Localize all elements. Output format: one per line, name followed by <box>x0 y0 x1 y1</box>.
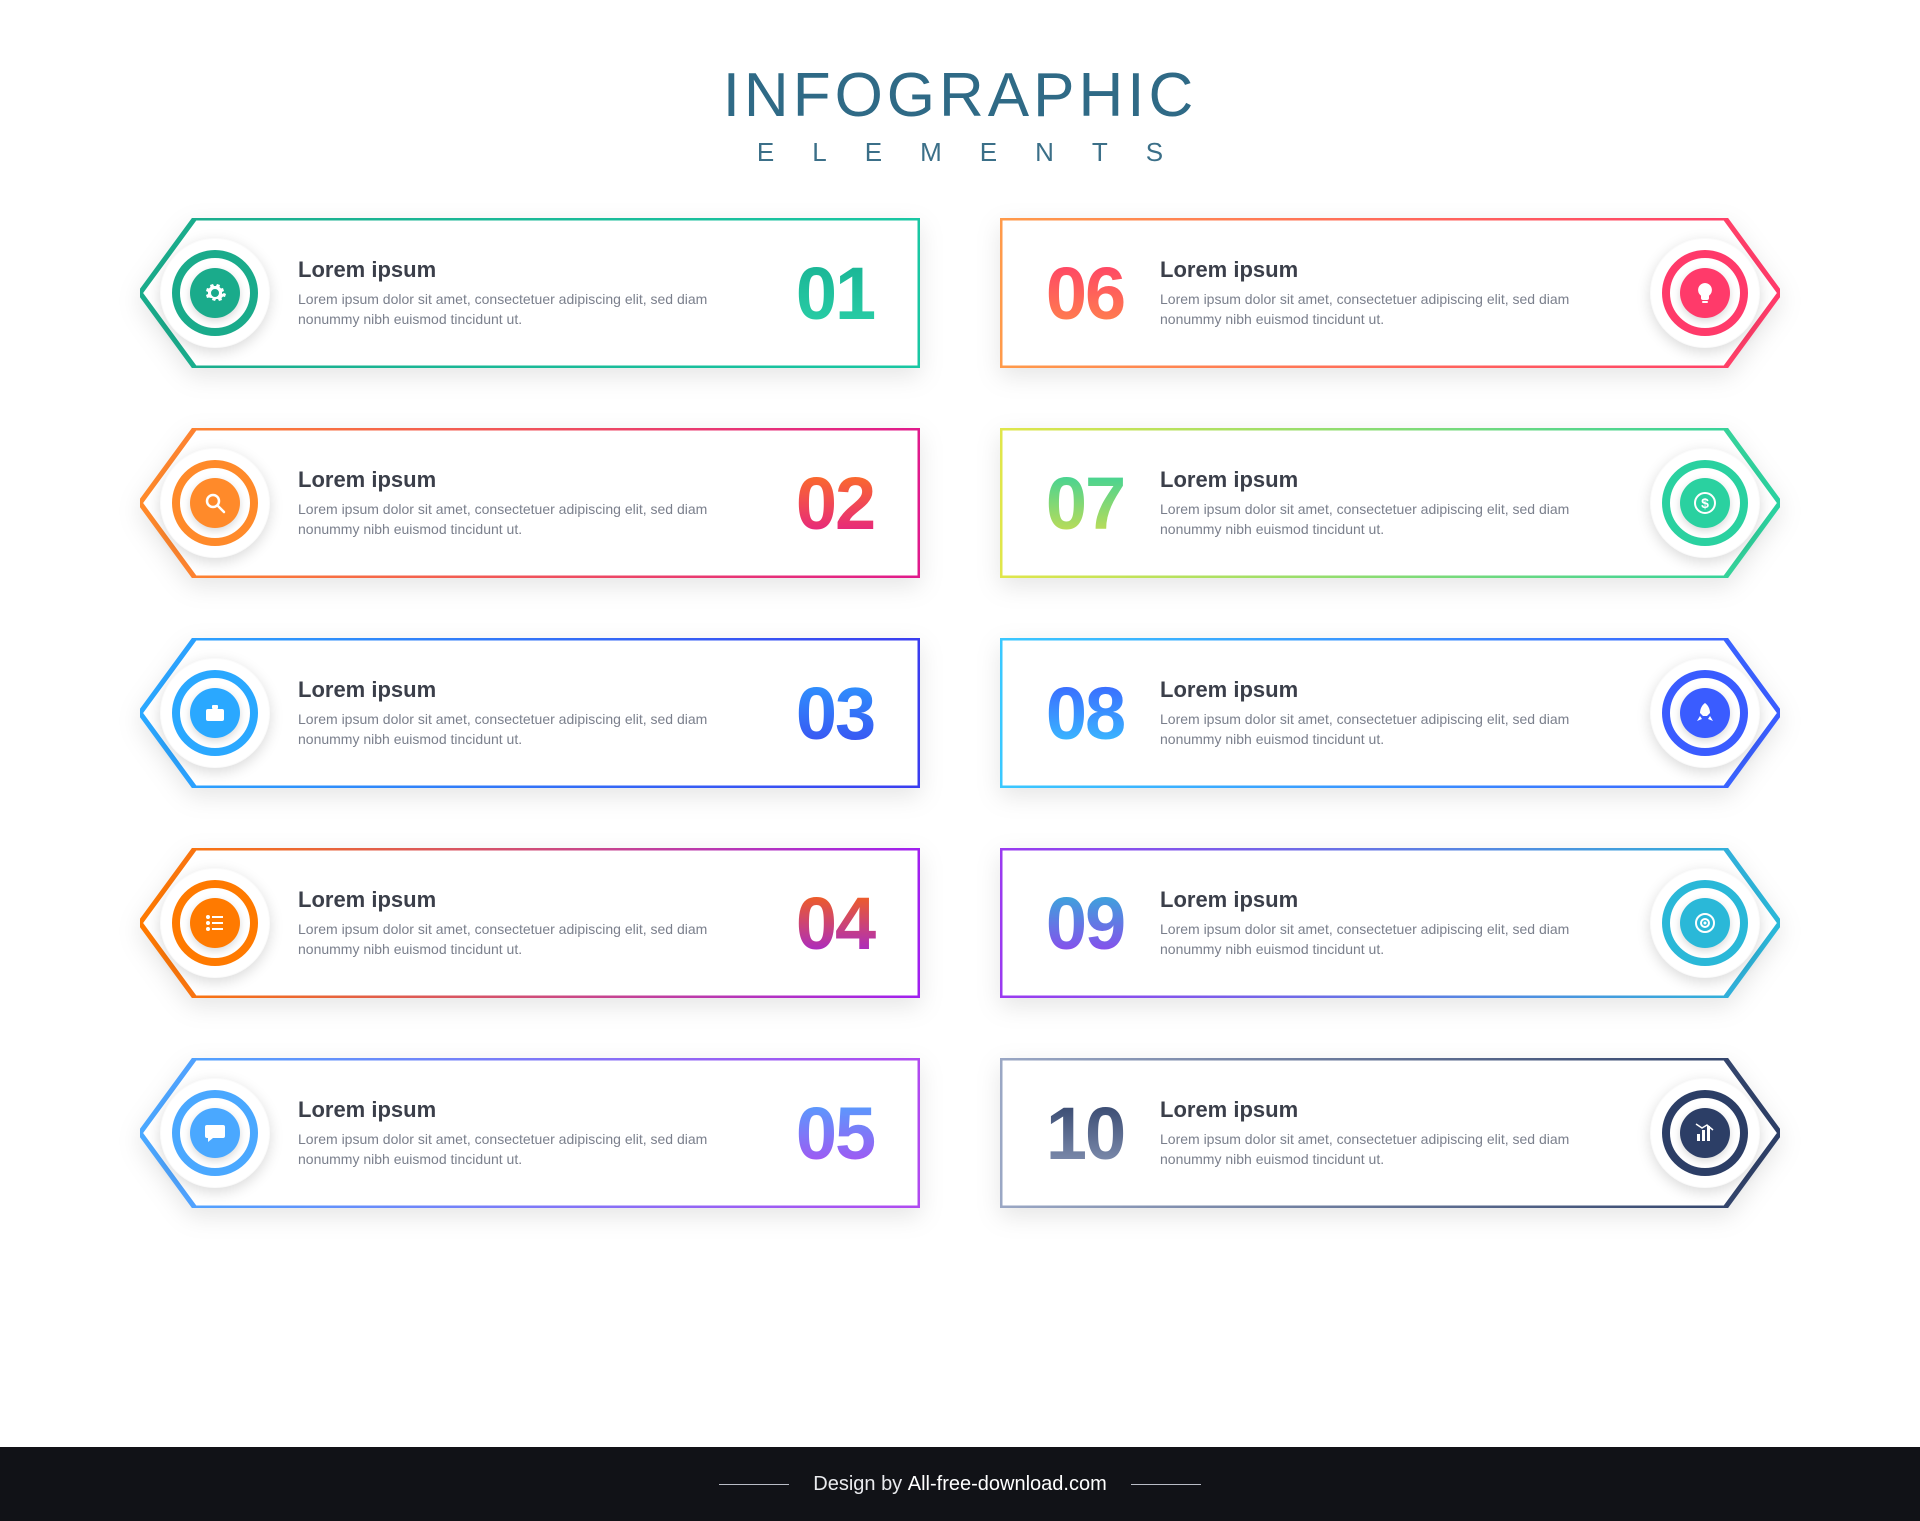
item-text: Lorem ipsum Lorem ipsum dolor sit amet, … <box>298 257 760 330</box>
infographic-item-09: 09 Lorem ipsum Lorem ipsum dolor sit ame… <box>1000 848 1780 998</box>
item-body: Lorem ipsum dolor sit amet, consectetuer… <box>298 709 718 750</box>
items-grid: Lorem ipsum Lorem ipsum dolor sit amet, … <box>140 218 1780 1208</box>
infographic-item-08: 08 Lorem ipsum Lorem ipsum dolor sit ame… <box>1000 638 1780 788</box>
item-icon-badge <box>160 238 270 348</box>
item-icon-badge <box>160 1078 270 1188</box>
item-number: 10 <box>1030 1093 1140 1173</box>
item-body: Lorem ipsum dolor sit amet, consectetuer… <box>1160 709 1580 750</box>
infographic-item-04: Lorem ipsum Lorem ipsum dolor sit amet, … <box>140 848 920 998</box>
svg-text:09: 09 <box>1046 883 1124 963</box>
item-icon-badge <box>160 448 270 558</box>
item-text: Lorem ipsum Lorem ipsum dolor sit amet, … <box>1160 257 1622 330</box>
svg-text:05: 05 <box>796 1093 875 1173</box>
item-heading: Lorem ipsum <box>298 677 760 703</box>
item-icon-badge <box>1650 238 1760 348</box>
ring-icon <box>172 460 258 546</box>
svg-text:06: 06 <box>1046 253 1124 333</box>
item-number: 02 <box>780 463 890 543</box>
footer-text: Design by All-free-download.com <box>813 1473 1106 1496</box>
footer-rule-left <box>719 1484 789 1485</box>
item-number: 01 <box>780 253 890 333</box>
item-number: 09 <box>1030 883 1140 963</box>
svg-text:01: 01 <box>796 253 875 333</box>
page-title: INFOGRAPHIC <box>0 60 1920 131</box>
item-body: Lorem ipsum dolor sit amet, consectetuer… <box>1160 499 1580 540</box>
item-text: Lorem ipsum Lorem ipsum dolor sit amet, … <box>298 677 760 750</box>
item-body: Lorem ipsum dolor sit amet, consectetuer… <box>298 919 718 960</box>
ring-icon <box>1662 460 1748 546</box>
item-body: Lorem ipsum dolor sit amet, consectetuer… <box>1160 919 1580 960</box>
ring-icon <box>1662 1090 1748 1176</box>
item-icon-badge <box>1650 658 1760 768</box>
ring-icon <box>1662 670 1748 756</box>
page-subtitle: ELEMENTS <box>0 137 1920 168</box>
svg-text:02: 02 <box>796 463 874 543</box>
item-heading: Lorem ipsum <box>298 1097 760 1123</box>
item-text: Lorem ipsum Lorem ipsum dolor sit amet, … <box>298 1097 760 1170</box>
item-heading: Lorem ipsum <box>1160 887 1622 913</box>
item-text: Lorem ipsum Lorem ipsum dolor sit amet, … <box>298 887 760 960</box>
item-text: Lorem ipsum Lorem ipsum dolor sit amet, … <box>298 467 760 540</box>
item-number: 08 <box>1030 673 1140 753</box>
infographic-item-03: Lorem ipsum Lorem ipsum dolor sit amet, … <box>140 638 920 788</box>
item-text: Lorem ipsum Lorem ipsum dolor sit amet, … <box>1160 1097 1622 1170</box>
item-text: Lorem ipsum Lorem ipsum dolor sit amet, … <box>1160 887 1622 960</box>
item-text: Lorem ipsum Lorem ipsum dolor sit amet, … <box>1160 467 1622 540</box>
item-number: 04 <box>780 883 890 963</box>
item-icon-badge <box>160 658 270 768</box>
item-heading: Lorem ipsum <box>1160 677 1622 703</box>
svg-text:04: 04 <box>796 883 876 963</box>
svg-text:10: 10 <box>1046 1093 1124 1173</box>
item-heading: Lorem ipsum <box>298 467 760 493</box>
infographic-item-07: 07 Lorem ipsum Lorem ipsum dolor sit ame… <box>1000 428 1780 578</box>
item-body: Lorem ipsum dolor sit amet, consectetuer… <box>298 1129 718 1170</box>
footer-brand: All-free-download.com <box>908 1473 1107 1495</box>
svg-text:03: 03 <box>796 673 874 753</box>
item-heading: Lorem ipsum <box>298 887 760 913</box>
header: INFOGRAPHIC ELEMENTS <box>0 60 1920 168</box>
item-icon-badge <box>1650 868 1760 978</box>
item-icon-badge <box>1650 448 1760 558</box>
infographic-item-02: Lorem ipsum Lorem ipsum dolor sit amet, … <box>140 428 920 578</box>
svg-text:07: 07 <box>1046 463 1124 543</box>
item-icon-badge <box>160 868 270 978</box>
item-number: 03 <box>780 673 890 753</box>
item-number: 07 <box>1030 463 1140 543</box>
svg-text:08: 08 <box>1046 673 1124 753</box>
item-body: Lorem ipsum dolor sit amet, consectetuer… <box>298 499 718 540</box>
ring-icon <box>172 880 258 966</box>
item-body: Lorem ipsum dolor sit amet, consectetuer… <box>1160 289 1580 330</box>
infographic-item-05: Lorem ipsum Lorem ipsum dolor sit amet, … <box>140 1058 920 1208</box>
infographic-item-10: 10 Lorem ipsum Lorem ipsum dolor sit ame… <box>1000 1058 1780 1208</box>
right-column: 06 Lorem ipsum Lorem ipsum dolor sit ame… <box>1000 218 1780 1208</box>
ring-icon <box>172 250 258 336</box>
ring-icon <box>172 1090 258 1176</box>
left-column: Lorem ipsum Lorem ipsum dolor sit amet, … <box>140 218 920 1208</box>
item-heading: Lorem ipsum <box>298 257 760 283</box>
item-body: Lorem ipsum dolor sit amet, consectetuer… <box>298 289 718 330</box>
item-text: Lorem ipsum Lorem ipsum dolor sit amet, … <box>1160 677 1622 750</box>
item-heading: Lorem ipsum <box>1160 1097 1622 1123</box>
infographic-page: INFOGRAPHIC ELEMENTS <box>0 0 1920 1521</box>
ring-icon <box>172 670 258 756</box>
infographic-item-01: Lorem ipsum Lorem ipsum dolor sit amet, … <box>140 218 920 368</box>
item-heading: Lorem ipsum <box>1160 257 1622 283</box>
ring-icon <box>1662 880 1748 966</box>
item-number: 06 <box>1030 253 1140 333</box>
item-number: 05 <box>780 1093 890 1173</box>
footer-bar: Design by All-free-download.com <box>0 1447 1920 1521</box>
infographic-item-06: 06 Lorem ipsum Lorem ipsum dolor sit ame… <box>1000 218 1780 368</box>
item-icon-badge <box>1650 1078 1760 1188</box>
item-body: Lorem ipsum dolor sit amet, consectetuer… <box>1160 1129 1580 1170</box>
ring-icon <box>1662 250 1748 336</box>
footer-prefix: Design by <box>813 1473 902 1495</box>
footer-rule-right <box>1131 1484 1201 1485</box>
item-heading: Lorem ipsum <box>1160 467 1622 493</box>
